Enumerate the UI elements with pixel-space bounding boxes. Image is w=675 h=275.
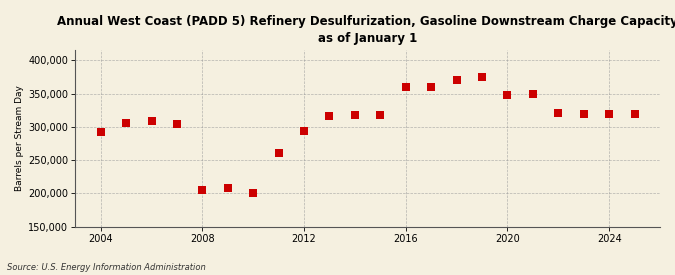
Point [248, 191, 259, 196]
Point [629, 111, 640, 116]
Point [527, 91, 538, 96]
Point [502, 93, 513, 97]
Point [426, 85, 437, 89]
Title: Annual West Coast (PADD 5) Refinery Desulfurization, Gasoline Downstream Charge : Annual West Coast (PADD 5) Refinery Desu… [57, 15, 675, 45]
Point [222, 186, 233, 190]
Point [324, 113, 335, 118]
Point [121, 121, 132, 126]
Point [273, 151, 284, 156]
Point [298, 129, 309, 134]
Point [197, 188, 208, 192]
Point [477, 75, 487, 79]
Point [400, 85, 411, 89]
Text: Source: U.S. Energy Information Administration: Source: U.S. Energy Information Administ… [7, 263, 205, 272]
Y-axis label: Barrels per Stream Day: Barrels per Stream Day [15, 86, 24, 191]
Point [95, 130, 106, 134]
Point [451, 78, 462, 82]
Point [146, 119, 157, 124]
Point [375, 113, 385, 117]
Point [578, 111, 589, 116]
Point [350, 113, 360, 117]
Point [171, 122, 182, 126]
Point [553, 111, 564, 115]
Point [603, 111, 614, 116]
